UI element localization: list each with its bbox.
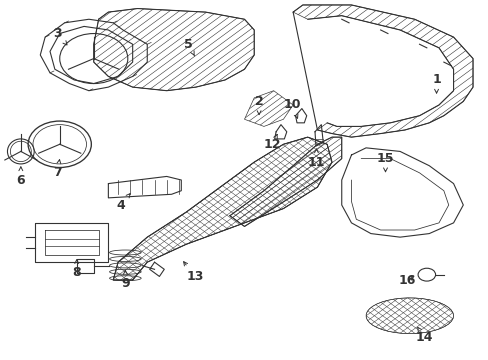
Text: 8: 8 bbox=[72, 260, 81, 279]
Text: 10: 10 bbox=[283, 99, 300, 118]
Polygon shape bbox=[244, 91, 292, 126]
Text: 4: 4 bbox=[116, 194, 130, 212]
Polygon shape bbox=[94, 9, 254, 91]
Polygon shape bbox=[113, 137, 331, 280]
Polygon shape bbox=[113, 137, 331, 280]
Text: 9: 9 bbox=[121, 270, 129, 290]
Text: 1: 1 bbox=[431, 73, 440, 93]
Text: 3: 3 bbox=[53, 27, 67, 45]
Text: 12: 12 bbox=[264, 135, 281, 151]
Text: 13: 13 bbox=[183, 262, 203, 283]
Polygon shape bbox=[229, 137, 341, 226]
Text: 11: 11 bbox=[307, 149, 325, 168]
Polygon shape bbox=[366, 298, 453, 334]
Polygon shape bbox=[366, 298, 453, 334]
Text: 14: 14 bbox=[415, 327, 432, 344]
Text: 15: 15 bbox=[376, 152, 393, 172]
Text: 7: 7 bbox=[53, 159, 61, 179]
Text: 16: 16 bbox=[398, 274, 415, 287]
Polygon shape bbox=[292, 5, 472, 137]
Text: 5: 5 bbox=[184, 38, 194, 56]
Text: 2: 2 bbox=[254, 95, 263, 114]
Text: 6: 6 bbox=[17, 167, 25, 186]
